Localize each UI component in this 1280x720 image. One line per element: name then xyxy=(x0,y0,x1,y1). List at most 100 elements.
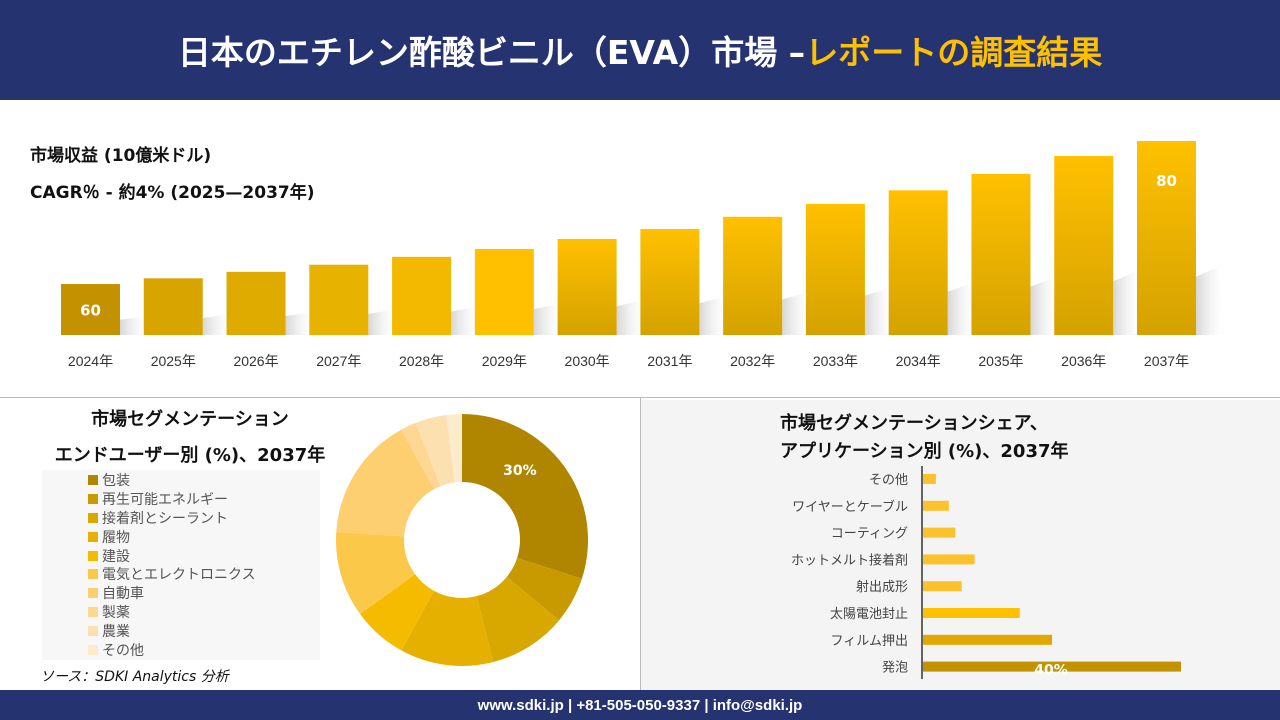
enduser-subtitle: エンドユーザー別 (%)、2037年 xyxy=(54,445,326,466)
year-label: 2033年 xyxy=(813,353,858,369)
data-label: 30% xyxy=(503,463,537,479)
enduser-donut-chart: 30% xyxy=(336,414,588,666)
legend-item: 自動車 xyxy=(88,584,320,603)
revenue-bar xyxy=(640,228,700,335)
legend-label: 再生可能エネルギー xyxy=(102,492,228,509)
divider xyxy=(0,397,1280,398)
application-chart-title: 市場セグメンテーションシェア、 アプリケーション別 (%)、2037年 xyxy=(780,410,1069,466)
legend-item: 接着剤とシーラント xyxy=(88,509,320,528)
enduser-title: 市場セグメンテーション xyxy=(91,409,289,430)
source-note: ソース：SDKI Analytics 分析 xyxy=(40,669,229,685)
year-label: 2037年 xyxy=(1144,353,1189,369)
donut-slice xyxy=(446,414,462,483)
bar-shadow xyxy=(782,293,814,335)
year-label: 2029年 xyxy=(482,353,527,369)
bar-shadow xyxy=(1030,278,1062,335)
legend-label: 建設 xyxy=(102,548,130,565)
application-subtitle: アプリケーション別 (%)、2037年 xyxy=(780,441,1069,462)
donut-slice xyxy=(336,532,416,615)
year-label: 2036年 xyxy=(1061,353,1106,369)
revenue-chart-subtitle: CAGR％ - 約4% (2025—2037年) xyxy=(30,183,315,203)
revenue-bar xyxy=(143,278,203,335)
legend-label: 製薬 xyxy=(102,604,130,621)
donut-slice xyxy=(506,557,582,621)
application-bar xyxy=(923,581,962,592)
header-title: 日本のエチレン酢酸ビニル（EVA）市場 – レポートの調査結果 xyxy=(0,0,1280,100)
divider xyxy=(640,398,641,690)
title-main: 日本のエチレン酢酸ビニル（EVA）市場 – xyxy=(177,33,806,72)
bar-shadow xyxy=(533,304,565,335)
title-accent: レポートの調査結果 xyxy=(805,33,1103,72)
donut-legend: 包装再生可能エネルギー 接着剤とシーラント 履物建設電気とエレクトロニクス 自動車 製薬… xyxy=(42,470,320,660)
application-bar xyxy=(923,634,1052,645)
donut-slice xyxy=(415,414,455,487)
bar-shadow xyxy=(202,315,234,335)
category-label: 射出成形 xyxy=(856,579,908,595)
application-bar xyxy=(923,554,975,565)
footer-contact: www.sdki.jp | +81-505-050-9337 | info@sd… xyxy=(0,690,1280,720)
revenue-chart-title: 市場収益 (10億米ドル) xyxy=(30,146,212,166)
application-bar-chart: その他ワイヤーとケーブルコーティングホットメルト接着剤射出成形太陽電池封止フィル… xyxy=(791,466,1181,679)
legend-swatch xyxy=(88,512,98,523)
legend-swatch xyxy=(88,588,98,599)
year-label: 2026年 xyxy=(233,353,278,369)
legend-label: 電気とエレクトロニクス xyxy=(102,567,256,584)
donut-slice xyxy=(336,429,435,537)
legend-label: 接着剤とシーラント xyxy=(102,511,228,527)
revenue-bar xyxy=(888,190,948,335)
category-label: ホットメルト接着剤 xyxy=(791,552,908,568)
donut-slice xyxy=(360,574,435,651)
category-label: 太陽電池封止 xyxy=(830,607,908,622)
revenue-bar xyxy=(392,256,452,335)
legend-swatch xyxy=(88,606,98,617)
revenue-bar xyxy=(309,264,369,335)
year-label: 2030年 xyxy=(565,353,610,369)
data-label: 80 xyxy=(1156,172,1177,190)
application-bar xyxy=(923,527,956,538)
legend-swatch xyxy=(88,531,98,542)
revenue-bar xyxy=(61,284,120,335)
legend-swatch xyxy=(88,644,98,655)
bar-shadow xyxy=(285,312,317,335)
category-label: その他 xyxy=(869,473,908,488)
revenue-bar xyxy=(1137,141,1197,335)
legend-swatch xyxy=(88,625,98,636)
data-label: 40% xyxy=(1034,663,1068,679)
legend-label: 農業 xyxy=(102,623,130,640)
year-label: 2031年 xyxy=(647,353,692,369)
donut-slice xyxy=(462,414,588,579)
legend-label: 包装 xyxy=(102,473,130,490)
legend-item: 農業 xyxy=(88,621,320,640)
bar-shadow xyxy=(699,297,731,335)
category-label: 発泡 xyxy=(882,661,908,676)
legend-item: 履物 xyxy=(88,527,320,546)
legend-swatch xyxy=(88,475,98,486)
category-label: フィルム押出 xyxy=(831,634,908,649)
legend-label: 履物 xyxy=(102,529,130,546)
application-title: 市場セグメンテーションシェア、 xyxy=(780,413,1048,434)
bar-shadow xyxy=(120,317,151,335)
legend-item: 製薬 xyxy=(88,603,320,622)
year-label: 2025年 xyxy=(151,353,196,369)
year-label: 2032年 xyxy=(730,353,775,369)
application-bar xyxy=(923,608,1020,618)
legend-swatch xyxy=(88,494,98,505)
application-bar xyxy=(923,661,1181,672)
bar-shadow xyxy=(864,289,896,335)
legend-swatch xyxy=(88,550,98,561)
year-label: 2027年 xyxy=(316,353,361,369)
bar-shadow xyxy=(616,301,648,335)
legend-item: 電気とエレクトロニクス xyxy=(88,565,320,584)
legend-label: その他 xyxy=(102,642,144,659)
application-bar xyxy=(923,474,936,484)
year-label: 2034年 xyxy=(896,353,941,369)
bar-shadow xyxy=(947,284,979,335)
category-label: コーティング xyxy=(831,527,908,542)
bar-shadow xyxy=(1196,267,1228,335)
category-label: ワイヤーとケーブル xyxy=(792,499,908,515)
revenue-bar xyxy=(474,248,534,335)
year-label: 2035年 xyxy=(978,353,1023,369)
donut-slice xyxy=(476,576,560,663)
year-label: 2028年 xyxy=(399,353,444,369)
revenue-bar xyxy=(1054,156,1114,335)
